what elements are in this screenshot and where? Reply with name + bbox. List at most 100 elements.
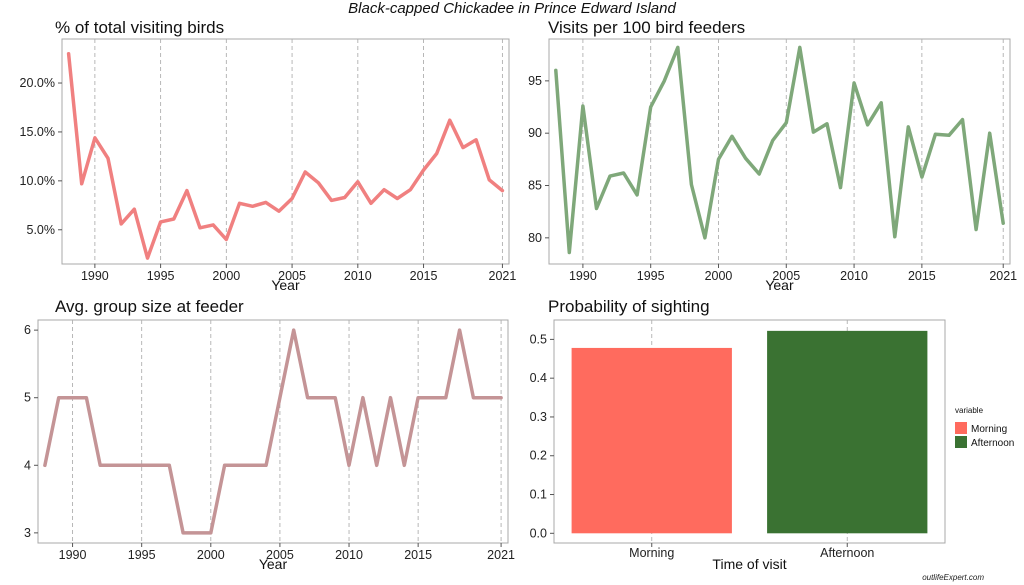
x-tick-label: 2000 [705, 269, 733, 283]
watermark: outlifeExpert.com [922, 573, 984, 582]
data-point [225, 238, 228, 241]
data-point [292, 329, 295, 332]
y-tick-label: 15.0% [20, 125, 55, 139]
legend-title: variable [955, 406, 984, 415]
x-tick-label: 1990 [569, 269, 597, 283]
data-point [961, 118, 964, 121]
data-point [209, 531, 212, 534]
data-point [199, 226, 202, 229]
data-point [907, 125, 910, 128]
x-axis-title: Year [259, 556, 288, 572]
data-point [369, 202, 372, 205]
x-tick-label: 2010 [344, 269, 372, 283]
chart-prob: Probability of sighting 0.0 0.1 0.2 0.3 0.4 0.… [530, 297, 1015, 572]
panel-title: Probability of sighting [548, 297, 710, 316]
x-axis-title: Year [765, 277, 794, 293]
data-point [146, 257, 149, 260]
data-point [690, 183, 693, 186]
data-point [581, 104, 584, 107]
data-point [771, 139, 774, 142]
data-point [744, 157, 747, 160]
y-tick-label: 85 [528, 179, 542, 193]
data-point [113, 464, 116, 467]
data-point [435, 152, 438, 155]
x-tick-label: 2005 [278, 269, 306, 283]
data-point [306, 396, 309, 399]
data-point [291, 197, 294, 200]
data-point [168, 464, 171, 467]
data-point [67, 52, 70, 55]
panel-title: % of total visiting birds [55, 18, 224, 37]
data-point [93, 136, 96, 139]
x-axis-title: Time of visit [712, 556, 786, 572]
y-tick-label: 90 [528, 126, 542, 140]
y-tick-label: 5.0% [27, 223, 56, 237]
data-point [237, 464, 240, 467]
data-point [812, 131, 815, 134]
x-tick-label: 1995 [128, 548, 156, 562]
data-point [988, 132, 991, 135]
x-tick-label: 2010 [335, 548, 363, 562]
y-tick-label: 0.4 [530, 371, 547, 385]
data-point [461, 146, 464, 149]
y-tick-label: 95 [528, 74, 542, 88]
data-point [396, 197, 399, 200]
data-point [99, 464, 102, 467]
x-tick-label: 2000 [212, 269, 240, 283]
series-line [43, 328, 503, 535]
data-point [595, 207, 598, 210]
y-tick-label: 0.5 [530, 332, 547, 346]
data-point [663, 79, 666, 82]
data-point [356, 180, 359, 183]
data-point [703, 236, 706, 239]
data-point [195, 531, 198, 534]
data-point [334, 396, 337, 399]
data-point [866, 123, 869, 126]
y-tick-label: 0.1 [530, 488, 547, 502]
chart-group: Avg. group size at feeder 1990 1995 2000 200… [24, 297, 515, 572]
data-point [825, 122, 828, 125]
data-point [554, 69, 557, 72]
data-point [154, 464, 157, 467]
data-point [649, 106, 652, 109]
data-point [71, 396, 74, 399]
data-point [501, 189, 504, 192]
data-point [488, 178, 491, 181]
data-point [238, 202, 241, 205]
data-point [758, 173, 761, 176]
y-tick-label: 80 [528, 231, 542, 245]
data-point [348, 464, 351, 467]
plot-frame [548, 38, 1011, 265]
data-point [159, 220, 162, 223]
chart-pct: % of total visiting birds 1990 1995 2000 200… [20, 18, 517, 293]
data-point [920, 176, 923, 179]
data-point [43, 464, 46, 467]
y-tick-label: 3 [24, 526, 31, 540]
data-point [609, 175, 612, 178]
data-point [320, 396, 323, 399]
x-tick-label: 2021 [989, 269, 1017, 283]
data-point [458, 329, 461, 332]
chart-visits: Visits per 100 bird feeders 1990 1995 2000 2… [528, 18, 1017, 293]
data-point [185, 189, 188, 192]
data-point [934, 133, 937, 136]
x-tick-label: 1995 [147, 269, 175, 283]
legend: variable Morning Afternoon [955, 406, 1014, 449]
x-tick-label: 1990 [81, 269, 109, 283]
y-tick-label: 6 [24, 323, 31, 337]
data-point [251, 205, 254, 208]
x-tick-label: 2005 [266, 548, 294, 562]
data-point [57, 396, 60, 399]
data-point [133, 208, 136, 211]
data-point [893, 235, 896, 238]
x-axis-title: Year [271, 277, 300, 293]
data-point [120, 222, 123, 225]
y-tick-label: 4 [24, 458, 31, 472]
y-tick-label: 20.0% [20, 76, 55, 90]
x-tick-label: 2021 [489, 269, 517, 283]
legend-label: Morning [971, 424, 1007, 435]
data-point [172, 218, 175, 221]
panel-title: Visits per 100 bird feeders [548, 18, 745, 37]
x-tick-label: 2021 [487, 548, 515, 562]
